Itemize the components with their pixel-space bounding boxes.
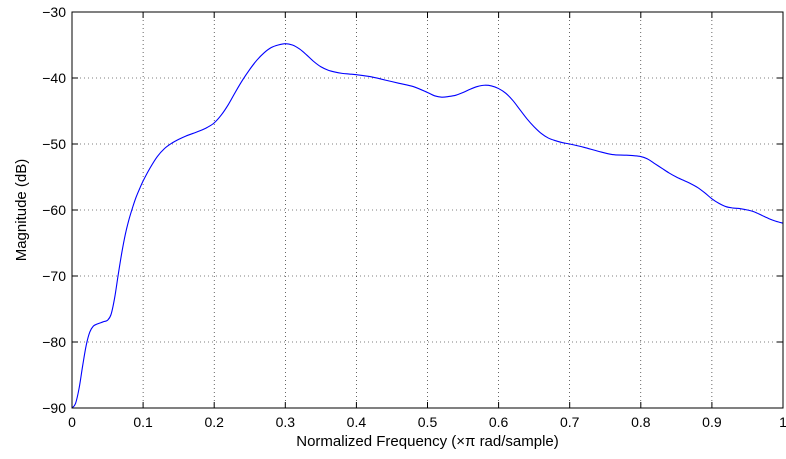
y-tick-label: −80 (42, 334, 66, 350)
x-axis-label: Normalized Frequency (×π rad/sample) (296, 433, 559, 450)
y-tick-label: −50 (42, 136, 66, 152)
x-tick-label: 0.9 (702, 414, 722, 430)
x-tick-label: 0.7 (560, 414, 580, 430)
y-tick-label: −30 (42, 4, 66, 20)
y-tick-label: −40 (42, 70, 66, 86)
y-axis-label: Magnitude (dB) (13, 159, 30, 262)
x-tick-label: 0.1 (133, 414, 153, 430)
x-tick-label: 0.2 (204, 414, 224, 430)
x-tick-label: 0.6 (489, 414, 509, 430)
x-tick-label: 0 (68, 414, 76, 430)
y-tick-label: −60 (42, 202, 66, 218)
x-tick-label: 1 (779, 414, 786, 430)
y-tick-label: −70 (42, 268, 66, 284)
x-tick-label: 0.5 (418, 414, 438, 430)
x-tick-label: 0.3 (276, 414, 296, 430)
x-tick-label: 0.4 (347, 414, 367, 430)
x-tick-label: 0.8 (631, 414, 651, 430)
y-tick-label: −90 (42, 400, 66, 416)
